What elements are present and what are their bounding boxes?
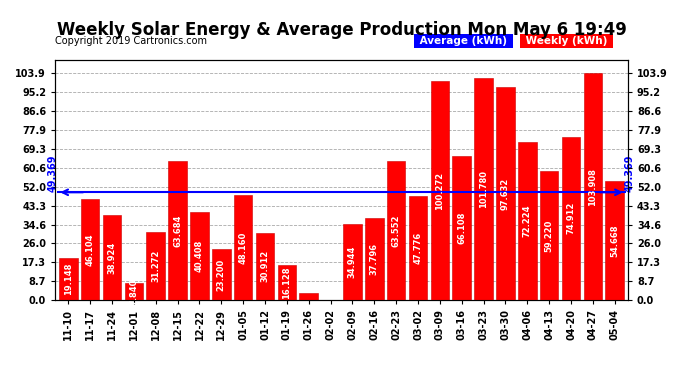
Bar (168, 161, 187, 300)
Text: 38.924: 38.924 (108, 242, 117, 274)
Text: 59.220: 59.220 (544, 219, 553, 252)
Bar (496, 87, 515, 300)
Text: 46.104: 46.104 (86, 234, 95, 266)
Text: 37.796: 37.796 (370, 243, 379, 275)
Bar (81, 200, 99, 300)
Text: 31.272: 31.272 (151, 250, 160, 282)
Text: Copyright 2019 Cartronics.com: Copyright 2019 Cartronics.com (55, 36, 207, 46)
Bar (584, 73, 602, 300)
Title: Weekly Solar Energy & Average Production Mon May 6 19:49: Weekly Solar Energy & Average Production… (57, 21, 627, 39)
Text: 49.369: 49.369 (48, 155, 58, 192)
Text: 63.552: 63.552 (392, 214, 401, 247)
Bar (146, 232, 165, 300)
Bar (299, 293, 318, 300)
Bar (212, 249, 230, 300)
Bar (387, 161, 406, 300)
Text: 66.108: 66.108 (457, 212, 466, 244)
Bar (408, 196, 427, 300)
Bar (256, 232, 275, 300)
Text: 72.224: 72.224 (523, 205, 532, 237)
Text: Weekly (kWh): Weekly (kWh) (522, 36, 611, 46)
Text: 54.668: 54.668 (610, 224, 620, 256)
Text: Average (kWh): Average (kWh) (416, 36, 511, 46)
Bar (190, 212, 209, 300)
Bar (606, 181, 624, 300)
Bar (562, 136, 580, 300)
Text: 40.408: 40.408 (195, 240, 204, 272)
Text: 49.369: 49.369 (625, 155, 635, 192)
Bar (365, 217, 384, 300)
Bar (540, 171, 558, 300)
Text: 48.160: 48.160 (239, 231, 248, 264)
Text: 34.944: 34.944 (348, 246, 357, 278)
Bar (125, 283, 144, 300)
Text: 30.912: 30.912 (261, 250, 270, 282)
Bar (59, 258, 77, 300)
Text: 97.632: 97.632 (501, 177, 510, 210)
Bar (234, 195, 253, 300)
Text: 47.776: 47.776 (413, 232, 422, 264)
Text: 103.908: 103.908 (589, 168, 598, 206)
Bar (103, 215, 121, 300)
Bar (453, 156, 471, 300)
Text: 74.912: 74.912 (566, 202, 575, 234)
Bar (431, 81, 449, 300)
Bar (518, 142, 537, 300)
Text: 63.684: 63.684 (173, 214, 182, 247)
Text: 101.780: 101.780 (479, 170, 488, 208)
Bar (343, 224, 362, 300)
Bar (277, 265, 296, 300)
Text: 16.128: 16.128 (282, 266, 291, 298)
Text: 19.148: 19.148 (63, 263, 73, 295)
Text: 7.840: 7.840 (130, 278, 139, 304)
Text: 100.272: 100.272 (435, 171, 444, 210)
Bar (474, 78, 493, 300)
Text: 23.200: 23.200 (217, 259, 226, 291)
